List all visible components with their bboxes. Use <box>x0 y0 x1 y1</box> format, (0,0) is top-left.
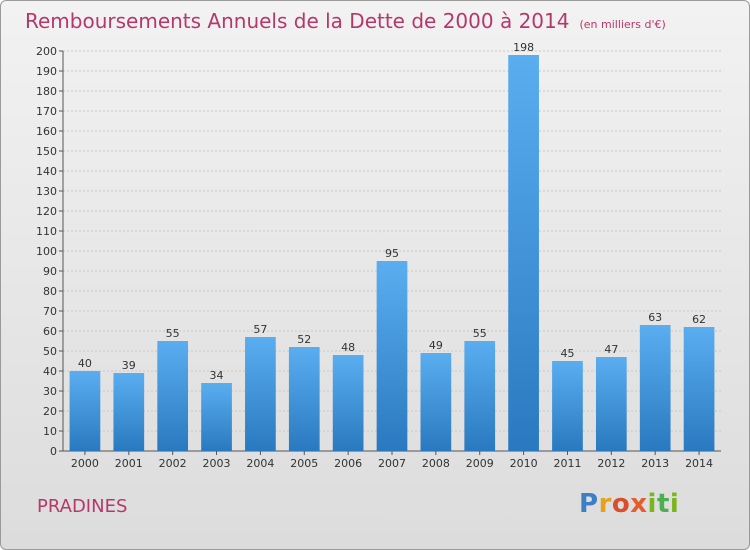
bar <box>464 341 496 451</box>
x-tick-label: 2014 <box>685 457 713 470</box>
y-tick-label: 170 <box>36 105 57 118</box>
data-label: 47 <box>604 343 618 356</box>
bar <box>508 55 539 451</box>
x-tick-label: 2009 <box>466 457 494 470</box>
logo-letter: t <box>656 489 670 519</box>
data-label: 198 <box>513 41 534 54</box>
place-name: PRADINES <box>37 496 128 517</box>
data-label: 48 <box>341 341 355 354</box>
bar <box>332 355 364 451</box>
y-tick-label: 10 <box>43 425 57 438</box>
data-label: 39 <box>122 359 136 372</box>
y-tick-label: 100 <box>36 245 57 258</box>
x-tick-label: 2012 <box>597 457 625 470</box>
data-label: 34 <box>210 369 224 382</box>
x-tick-label: 2010 <box>510 457 538 470</box>
bar <box>201 383 232 451</box>
bar <box>69 371 101 451</box>
x-tick-label: 2001 <box>115 457 143 470</box>
data-label: 49 <box>429 339 443 352</box>
x-tick-label: 2002 <box>159 457 187 470</box>
x-tick-label: 2006 <box>334 457 362 470</box>
bar <box>113 373 145 451</box>
x-tick-label: 2013 <box>641 457 669 470</box>
logo-letter: i <box>669 489 680 519</box>
chart-subtitle: (en milliers d'€) <box>579 18 666 31</box>
logo-letter: i <box>647 489 657 519</box>
x-tick-label: 2008 <box>422 457 450 470</box>
x-tick-label: 2007 <box>378 457 406 470</box>
x-tick-label: 2011 <box>553 457 581 470</box>
data-label: 45 <box>560 347 574 360</box>
bar <box>552 361 583 451</box>
x-tick-label: 2005 <box>290 457 318 470</box>
y-tick-label: 200 <box>36 45 57 58</box>
proxiti-logo: Proxiti <box>579 489 679 519</box>
data-label: 55 <box>166 327 180 340</box>
y-tick-label: 0 <box>50 445 57 458</box>
bar <box>245 337 276 451</box>
logo-letter: o <box>611 489 631 519</box>
bar <box>376 261 408 451</box>
logo-letter: x <box>630 489 648 519</box>
data-label: 62 <box>692 313 706 326</box>
y-tick-label: 140 <box>36 165 57 178</box>
bar <box>288 347 320 451</box>
y-tick-label: 40 <box>43 365 57 378</box>
y-tick-label: 50 <box>43 345 57 358</box>
y-tick-label: 120 <box>36 205 57 218</box>
bar <box>683 327 715 451</box>
data-label: 95 <box>385 247 399 260</box>
chart-title: Remboursements Annuels de la Dette de 20… <box>25 9 666 33</box>
y-tick-label: 180 <box>36 85 57 98</box>
y-tick-label: 110 <box>36 225 57 238</box>
y-tick-label: 30 <box>43 385 57 398</box>
bar <box>157 341 189 451</box>
data-label: 40 <box>78 357 92 370</box>
data-label: 63 <box>648 311 662 324</box>
y-tick-label: 90 <box>43 265 57 278</box>
logo-letter: r <box>598 489 612 519</box>
y-tick-label: 190 <box>36 65 57 78</box>
y-tick-label: 150 <box>36 145 57 158</box>
y-tick-label: 80 <box>43 285 57 298</box>
data-label: 52 <box>297 333 311 346</box>
x-tick-label: 2000 <box>71 457 99 470</box>
y-tick-label: 60 <box>43 325 57 338</box>
bar <box>595 357 627 451</box>
data-label: 55 <box>473 327 487 340</box>
chart-title-text: Remboursements Annuels de la Dette de 20… <box>25 9 570 33</box>
logo-letter: P <box>579 489 599 519</box>
bar <box>420 353 452 451</box>
y-tick-label: 20 <box>43 405 57 418</box>
y-tick-label: 70 <box>43 305 57 318</box>
bar <box>639 325 671 451</box>
x-tick-label: 2004 <box>246 457 274 470</box>
y-tick-label: 130 <box>36 185 57 198</box>
data-label: 57 <box>253 323 267 336</box>
y-tick-label: 160 <box>36 125 57 138</box>
x-tick-label: 2003 <box>203 457 231 470</box>
